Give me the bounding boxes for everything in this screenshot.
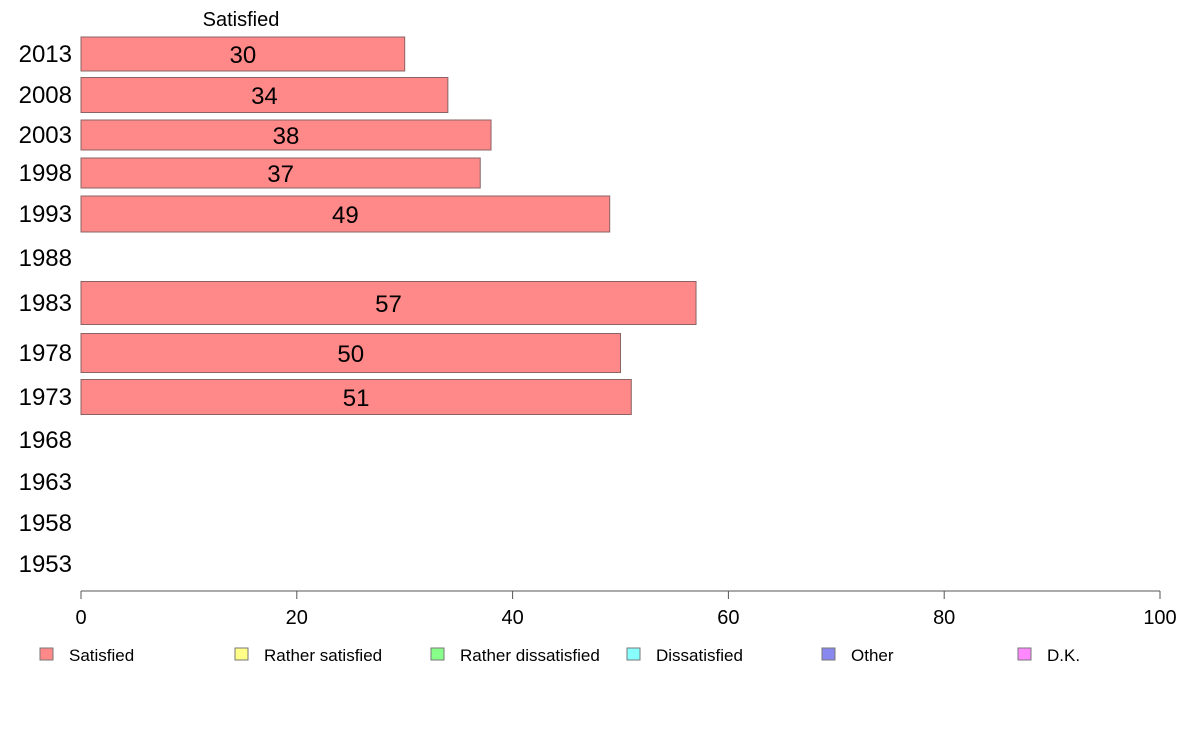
bar-value-label-2003: 38 (273, 123, 300, 150)
x-tick-label-60: 60 (717, 607, 739, 629)
bar-value-label-1978: 50 (337, 341, 364, 368)
legend-swatch-dissatisfied (626, 647, 641, 661)
legend-label-dissatisfied: Dissatisfied (656, 646, 743, 665)
bar-1998-satisfied (80, 157, 481, 189)
legend-swatch-d-k- (1017, 647, 1032, 661)
bar-2013-satisfied (80, 36, 406, 72)
legend-label-rather-satisfied: Rather satisfied (264, 646, 382, 665)
x-tick-label-20: 20 (286, 607, 308, 629)
legend-swatch-rather-satisfied (234, 647, 249, 661)
x-tick-label-40: 40 (501, 607, 523, 629)
category-label-1958: 1958 (19, 510, 72, 537)
category-label-1998: 1998 (19, 160, 72, 187)
bar-1978-satisfied (80, 333, 621, 373)
bar-1973-satisfied (80, 379, 632, 415)
bar-value-label-1973: 51 (343, 385, 370, 412)
bar-value-label-2013: 30 (229, 42, 256, 69)
category-label-1993: 1993 (19, 201, 72, 228)
bar-2003-satisfied (80, 119, 492, 151)
bar-value-label-1998: 37 (267, 161, 294, 188)
x-tick-label-80: 80 (933, 607, 955, 629)
x-tick-label-100: 100 (1143, 607, 1176, 629)
bars-layer: 30 34 38 37 49 57 50 51 (80, 36, 697, 415)
legend-label-satisfied: Satisfied (69, 646, 134, 665)
bar-value-label-2008: 34 (251, 83, 278, 110)
x-axis: 0 20 40 60 80 100 (75, 590, 1177, 629)
category-label-1953: 1953 (19, 551, 72, 578)
category-label-1973: 1973 (19, 384, 72, 411)
category-label-1983: 1983 (19, 290, 72, 317)
column-header: Satisfied (203, 9, 280, 31)
legend-label-rather-dissatisfied: Rather dissatisfied (460, 646, 600, 665)
category-label-2003: 2003 (19, 122, 72, 149)
bar-2008-satisfied (80, 77, 449, 113)
bar-value-label-1983: 57 (375, 291, 402, 318)
legend-swatch-rather-dissatisfied (430, 647, 445, 661)
legend-label-other: Other (851, 646, 894, 665)
category-label-2008: 2008 (19, 82, 72, 109)
bar-value-label-1993: 49 (332, 202, 359, 229)
legend-swatch-satisfied (39, 647, 54, 661)
category-label-2013: 2013 (19, 41, 72, 68)
category-label-1963: 1963 (19, 469, 72, 496)
category-label-1968: 1968 (19, 427, 72, 454)
bar-1983-satisfied (80, 281, 697, 325)
category-labels: 2013 2008 2003 1998 1993 1988 1983 1978 1973 1968… (19, 41, 72, 578)
category-label-1988: 1988 (19, 245, 72, 272)
legend-label-d-k-: D.K. (1047, 646, 1080, 665)
legend: Satisfied Rather satisfied Rather dissatis… (39, 646, 1080, 665)
legend-swatch-other (821, 647, 836, 661)
category-label-1978: 1978 (19, 340, 72, 367)
x-tick-label-0: 0 (75, 607, 86, 629)
bar-1993-satisfied (80, 195, 611, 233)
